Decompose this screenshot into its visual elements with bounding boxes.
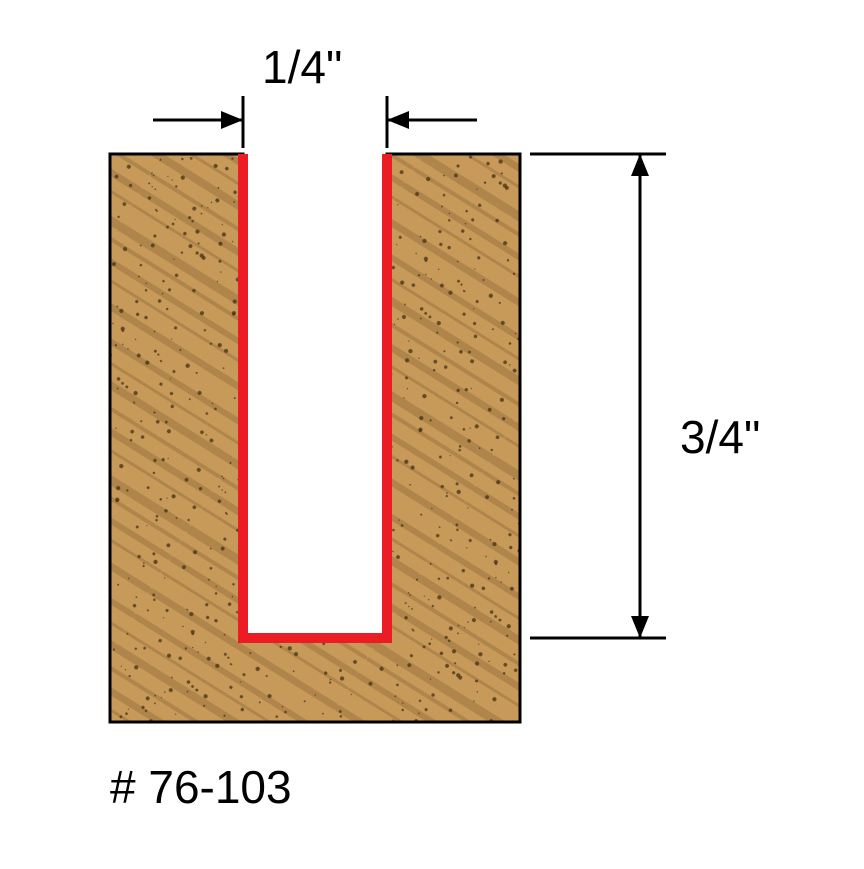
part-number-label: # 76-103 [110,760,292,814]
dimension-width-label: 1/4" [262,40,342,94]
dimension-height-label: 3/4" [680,410,760,464]
